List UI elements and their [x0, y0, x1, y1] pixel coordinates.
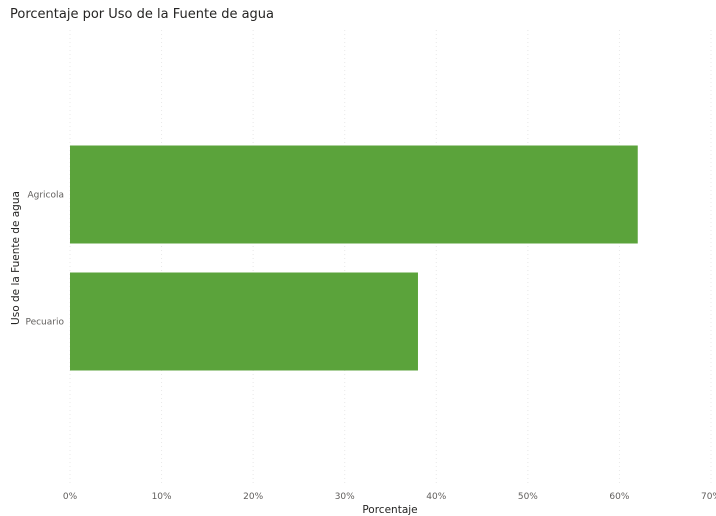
- x-tick-label: 20%: [243, 492, 263, 502]
- category-labels: Agricola Pecuario: [25, 191, 64, 328]
- x-tick-label: 60%: [609, 492, 629, 502]
- bars: [70, 145, 638, 371]
- y-axis-title: Uso de la Fuente de agua: [10, 191, 22, 325]
- chart-title: Porcentaje por Uso de la Fuente de agua: [10, 7, 275, 22]
- category-label-agricola: Agricola: [27, 191, 64, 201]
- x-tick-label: 10%: [152, 492, 172, 502]
- bar-agricola[interactable]: [70, 145, 638, 244]
- x-tick-label: 70%: [701, 492, 716, 502]
- x-axis-title: Porcentaje: [362, 504, 417, 516]
- x-tick-labels: 0% 10% 20% 30% 40% 50% 60% 70%: [63, 492, 716, 502]
- gridlines: [69, 30, 712, 485]
- x-tick-label: 40%: [426, 492, 446, 502]
- x-tick-label: 30%: [335, 492, 355, 502]
- x-tick-label: 50%: [518, 492, 538, 502]
- category-label-pecuario: Pecuario: [25, 318, 64, 328]
- x-tick-label: 0%: [63, 492, 78, 502]
- bar-pecuario[interactable]: [70, 272, 418, 371]
